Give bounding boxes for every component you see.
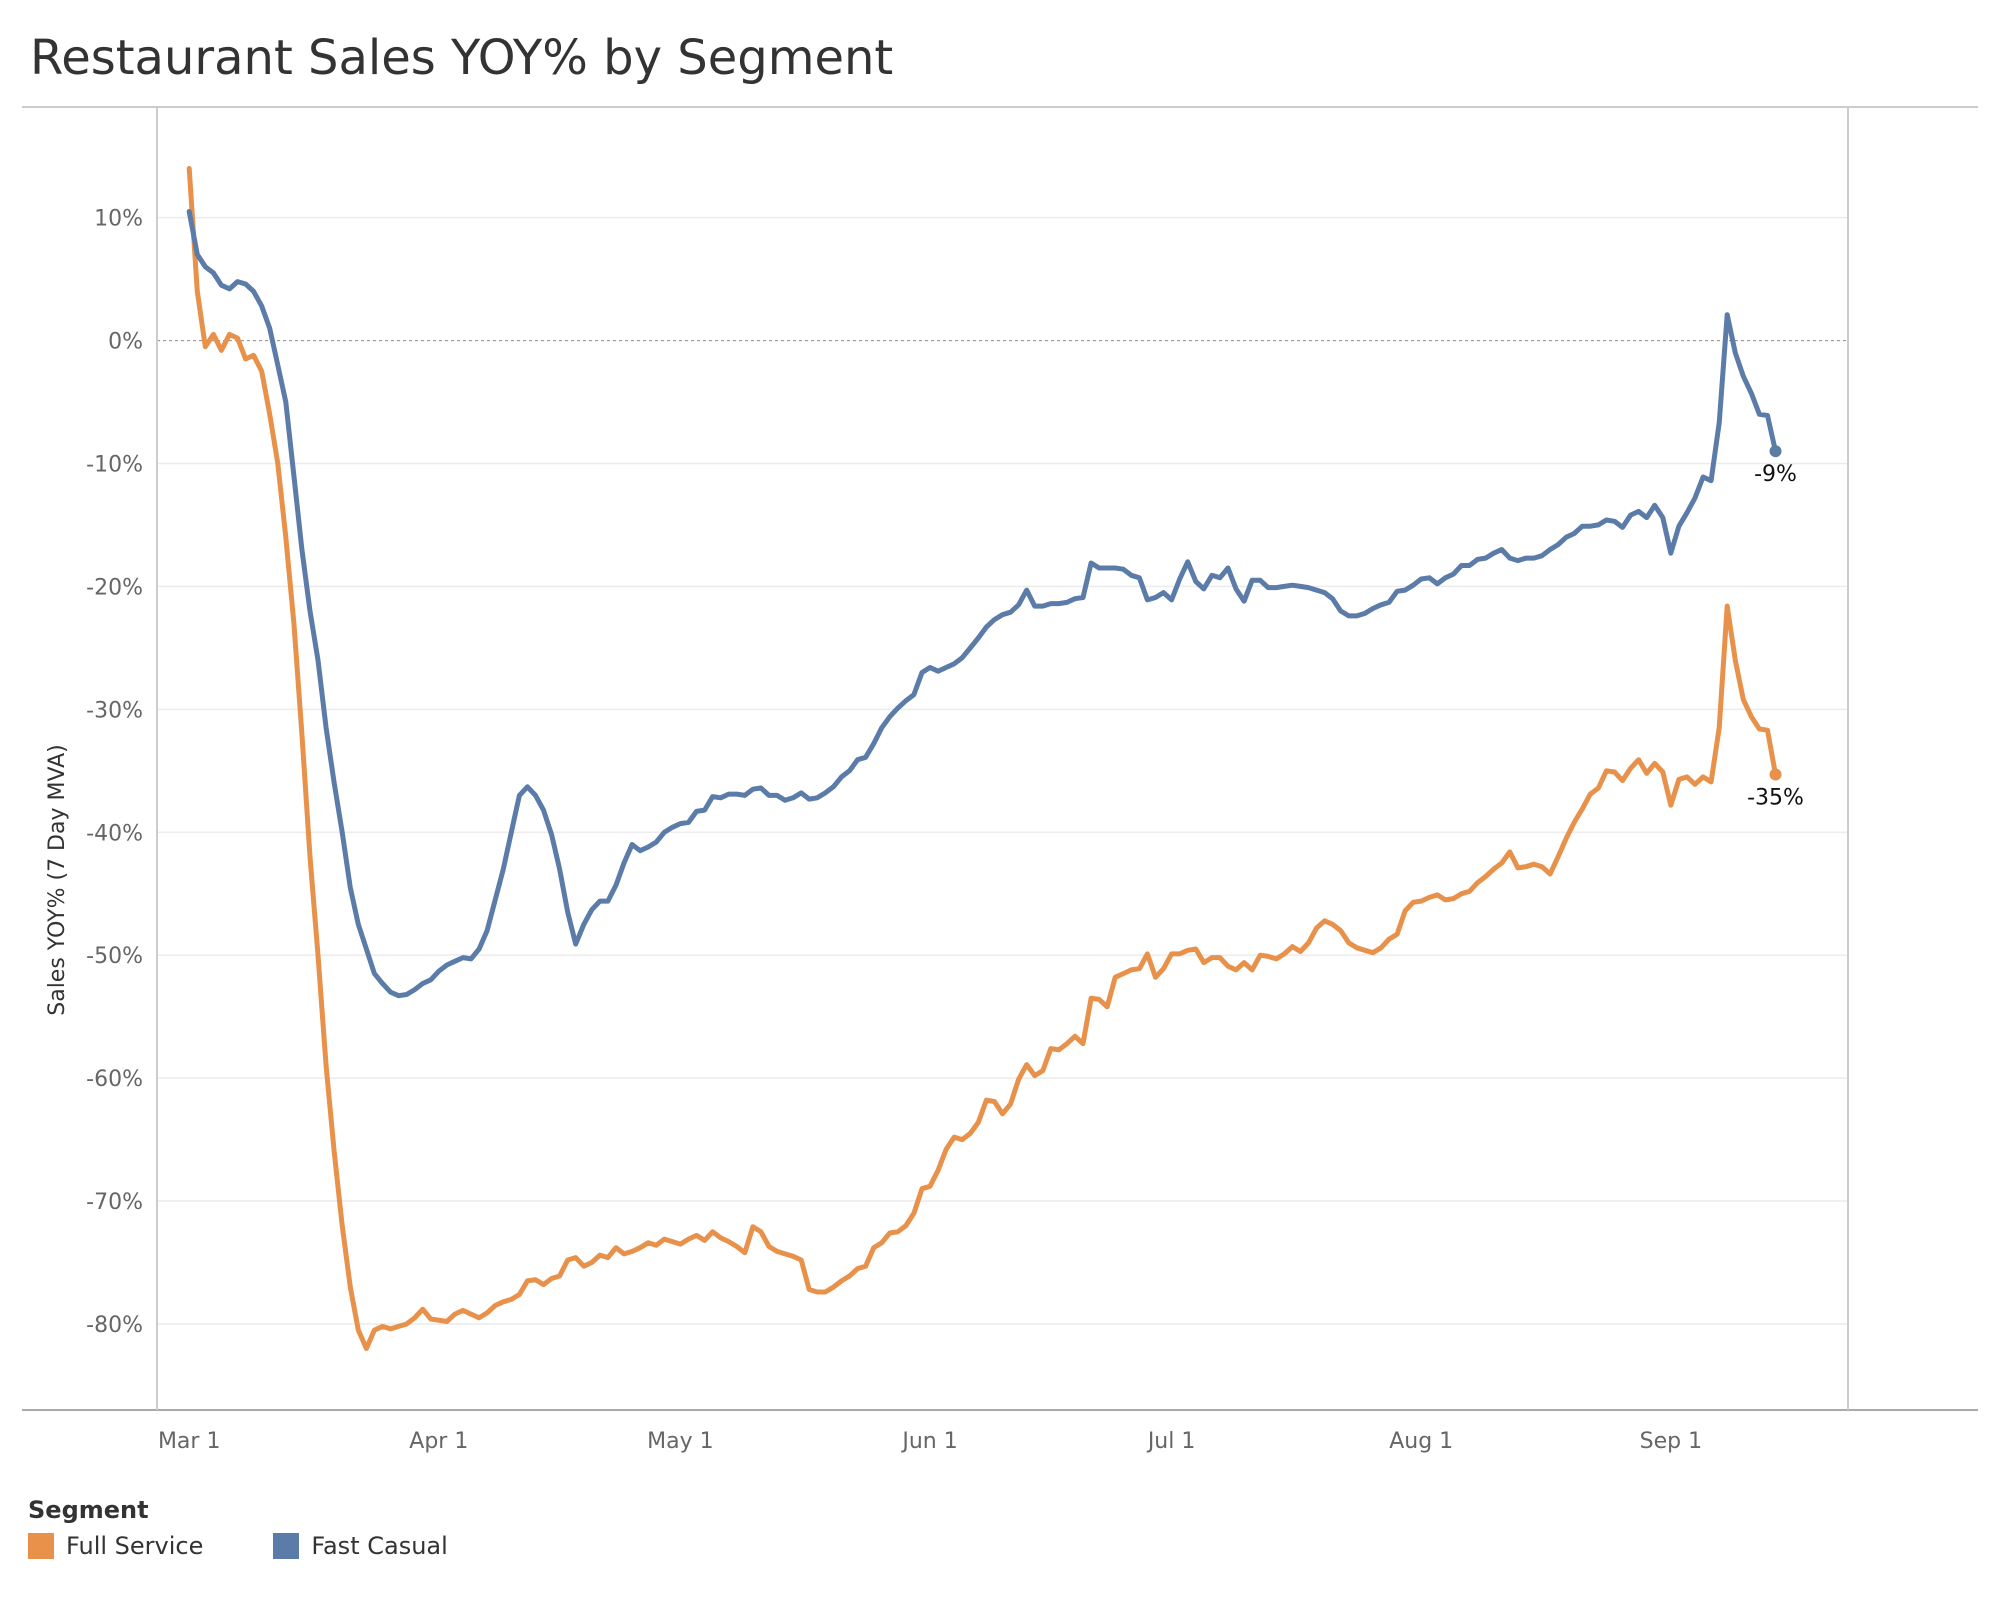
gridlines [157,216,1848,1325]
series-line-fast-casual [186,209,1778,999]
legend-swatch [273,1533,300,1559]
y-tick-label: -60% [86,1067,143,1092]
legend: Segment Full Service Fast Casual [28,1496,518,1560]
y-tick-label: 0% [108,330,143,355]
legend-label: Full Service [66,1532,204,1560]
end-labels: -35% -9% [1747,462,1804,810]
x-tick-label: Mar 1 [158,1429,221,1454]
legend-label: Fast Casual [311,1532,448,1560]
series-lines [186,166,1782,1351]
y-tick-label: -80% [86,1313,143,1338]
x-tick-label: Jul 1 [1146,1429,1196,1454]
legend-item[interactable]: Fast Casual [273,1532,448,1560]
chart-frame [22,106,1978,1411]
y-tick-label: -40% [86,821,143,846]
x-tick-label: Apr 1 [409,1429,468,1454]
legend-items: Full Service Fast Casual [28,1532,518,1560]
x-tick-label: Jun 1 [900,1429,957,1454]
y-tick-label: -50% [86,944,143,969]
legend-title: Segment [28,1496,149,1524]
end-point-marker [1769,445,1782,458]
end-value-label: -9% [1754,462,1797,487]
end-value-label: -35% [1747,785,1804,810]
y-axis-title: Sales YOY% (7 Day MVA) [45,744,70,1016]
y-tick-label: 10% [94,207,143,232]
series-line-full-service [186,166,1778,1351]
y-tick-label: -70% [86,1190,143,1215]
end-point-marker [1769,768,1782,781]
legend-swatch [28,1533,54,1559]
x-tick-label: May 1 [647,1429,713,1454]
x-tick-label: Sep 1 [1640,1429,1702,1454]
y-tick-label: -20% [86,575,143,600]
x-axis-ticks: Mar 1 Apr 1 May 1 Jun 1 Jul 1 Aug 1 Sep 1 [158,1429,1702,1454]
y-tick-label: -10% [86,452,143,477]
legend-item[interactable]: Full Service [28,1532,203,1560]
x-tick-label: Aug 1 [1389,1429,1453,1454]
chart-title: Restaurant Sales YOY% by Segment [30,30,894,86]
y-axis-ticks: 10% 0% -10% -20% -30% -40% -50% -60% -70% -80% [86,207,143,1338]
y-tick-label: -30% [86,698,143,723]
